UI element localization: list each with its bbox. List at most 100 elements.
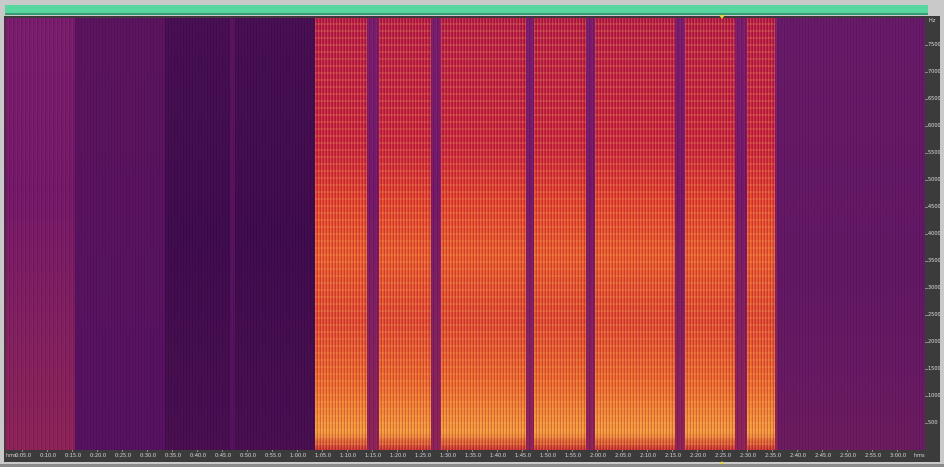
time-tick [872, 450, 873, 452]
frequency-tick [925, 180, 928, 181]
frequency-tick [925, 153, 928, 154]
time-label: 0:15.0 [65, 453, 81, 459]
time-label: 1:35.0 [465, 453, 481, 459]
frequency-label: 6500 [928, 96, 941, 102]
frequency-tick [925, 288, 928, 289]
time-tick [372, 450, 373, 452]
time-label: 3:00.0 [890, 453, 906, 459]
time-tick [697, 450, 698, 452]
time-tick [772, 450, 773, 452]
time-tick [747, 450, 748, 452]
time-label: 1:10.0 [340, 453, 356, 459]
time-label: 1:15.0 [365, 453, 381, 459]
time-tick [322, 450, 323, 452]
time-label: 0:55.0 [265, 453, 281, 459]
time-label: 2:05.0 [615, 453, 631, 459]
time-label: 2:30.0 [740, 453, 756, 459]
quiet-region [235, 18, 315, 450]
frequency-label: 5000 [928, 177, 941, 183]
time-label: 1:20.0 [390, 453, 406, 459]
time-label: 0:40.0 [190, 453, 206, 459]
frequency-label: 3000 [928, 285, 941, 291]
frequency-label: 7000 [928, 69, 941, 75]
frequency-tick [925, 234, 928, 235]
time-label: 1:05.0 [315, 453, 331, 459]
time-label: 0:30.0 [140, 453, 156, 459]
time-unit: hms [914, 453, 925, 459]
time-tick [297, 450, 298, 452]
time-tick [722, 450, 723, 452]
loud-region [747, 18, 775, 450]
time-tick [522, 450, 523, 452]
time-tick [197, 450, 198, 452]
loud-region [595, 18, 675, 450]
time-tick [47, 450, 48, 452]
time-label: 0:50.0 [240, 453, 256, 459]
frequency-label: 2000 [928, 339, 941, 345]
loud-region [441, 18, 526, 450]
frequency-label: 1000 [928, 393, 941, 399]
time-label: 2:50.0 [840, 453, 856, 459]
frequency-label: 7500 [928, 42, 941, 48]
loud-region [315, 18, 367, 450]
frequency-tick [925, 369, 928, 370]
loud-region [685, 18, 735, 450]
time-label: 2:40.0 [790, 453, 806, 459]
frequency-label: 5500 [928, 150, 941, 156]
frequency-tick [925, 126, 928, 127]
time-tick [22, 450, 23, 452]
time-tick [347, 450, 348, 452]
time-label: 2:15.0 [665, 453, 681, 459]
frequency-label: 1500 [928, 366, 941, 372]
time-label: 0:10.0 [40, 453, 56, 459]
time-tick [597, 450, 598, 452]
time-label: 2:25.0 [715, 453, 731, 459]
time-tick [847, 450, 848, 452]
time-label: 1:55.0 [565, 453, 581, 459]
time-tick [447, 450, 448, 452]
time-tick [822, 450, 823, 452]
frequency-tick [925, 315, 928, 316]
frequency-label: 4500 [928, 204, 941, 210]
frequency-label: 2500 [928, 312, 941, 318]
loud-region [379, 18, 431, 450]
time-tick [172, 450, 173, 452]
quiet-region [75, 18, 165, 450]
time-label: 2:10.0 [640, 453, 656, 459]
time-tick [272, 450, 273, 452]
quiet-region [778, 18, 925, 450]
time-label: 1:50.0 [540, 453, 556, 459]
time-label: 1:45.0 [515, 453, 531, 459]
time-tick [472, 450, 473, 452]
frequency-tick [925, 261, 928, 262]
time-label: 2:55.0 [865, 453, 881, 459]
time-tick [622, 450, 623, 452]
time-tick [497, 450, 498, 452]
time-tick [572, 450, 573, 452]
time-label: 0:35.0 [165, 453, 181, 459]
playhead-marker[interactable] [719, 15, 725, 19]
time-tick [222, 450, 223, 452]
time-tick [797, 450, 798, 452]
time-label: 2:35.0 [765, 453, 781, 459]
time-label: 0:25.0 [115, 453, 131, 459]
frequency-tick [925, 72, 928, 73]
frequency-tick [925, 45, 928, 46]
time-tick [122, 450, 123, 452]
time-label: 2:20.0 [690, 453, 706, 459]
time-tick [422, 450, 423, 452]
time-label: 0:20.0 [90, 453, 106, 459]
frequency-tick [925, 207, 928, 208]
frequency-unit: Hz [929, 18, 935, 24]
spectrogram[interactable] [5, 18, 925, 450]
time-label: 0:45.0 [215, 453, 231, 459]
time-tick [897, 450, 898, 452]
time-tick [147, 450, 148, 452]
time-label: 1:40.0 [490, 453, 506, 459]
audio-editor: {"frequency_axis": {"unit": "Hz", "label… [0, 0, 944, 467]
overview-bar[interactable] [5, 5, 928, 15]
frequency-label: 3500 [928, 258, 941, 264]
frequency-tick [925, 396, 928, 397]
time-tick [397, 450, 398, 452]
time-label: 1:30.0 [440, 453, 456, 459]
